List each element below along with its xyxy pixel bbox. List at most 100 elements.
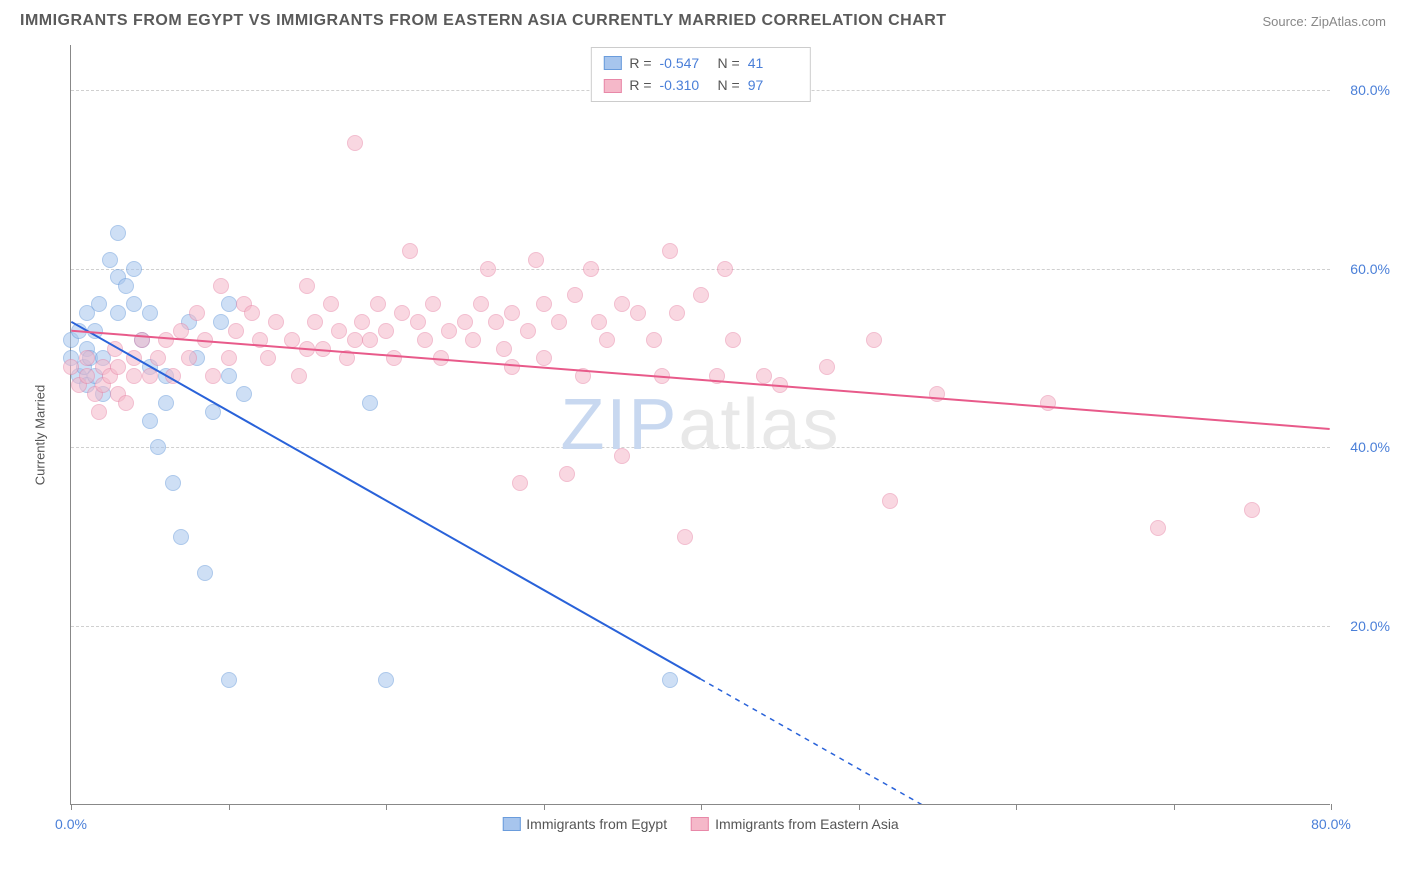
scatter-point xyxy=(150,439,166,455)
r-value-asia: -0.310 xyxy=(660,74,710,96)
x-tick xyxy=(859,804,860,810)
scatter-point xyxy=(528,252,544,268)
scatter-point xyxy=(221,368,237,384)
scatter-point xyxy=(221,350,237,366)
x-tick xyxy=(1174,804,1175,810)
legend-item-egypt: Immigrants from Egypt xyxy=(502,816,667,832)
scatter-point xyxy=(1150,520,1166,536)
scatter-point xyxy=(150,350,166,366)
scatter-point xyxy=(882,493,898,509)
scatter-point xyxy=(165,368,181,384)
scatter-point xyxy=(205,368,221,384)
scatter-point xyxy=(79,350,95,366)
scatter-point xyxy=(394,305,410,321)
scatter-point xyxy=(354,314,370,330)
scatter-point xyxy=(480,261,496,277)
scatter-point xyxy=(260,350,276,366)
scatter-point xyxy=(252,332,268,348)
scatter-point xyxy=(347,332,363,348)
scatter-point xyxy=(370,296,386,312)
legend-row-asia: R = -0.310 N = 97 xyxy=(603,74,797,96)
scatter-point xyxy=(488,314,504,330)
scatter-point xyxy=(772,377,788,393)
y-tick-label: 80.0% xyxy=(1350,82,1390,98)
scatter-point xyxy=(386,350,402,366)
legend-bottom: Immigrants from Egypt Immigrants from Ea… xyxy=(502,816,898,832)
scatter-point xyxy=(567,287,583,303)
scatter-point xyxy=(244,305,260,321)
scatter-point xyxy=(717,261,733,277)
scatter-point xyxy=(315,341,331,357)
scatter-point xyxy=(173,529,189,545)
scatter-point xyxy=(236,386,252,402)
r-value-egypt: -0.547 xyxy=(660,52,710,74)
scatter-point xyxy=(268,314,284,330)
scatter-point xyxy=(181,350,197,366)
n-label: N = xyxy=(718,52,740,74)
scatter-point xyxy=(662,243,678,259)
legend-swatch-asia-icon xyxy=(691,817,709,831)
scatter-point xyxy=(213,278,229,294)
scatter-point xyxy=(614,448,630,464)
legend-label-egypt: Immigrants from Egypt xyxy=(526,816,667,832)
scatter-point xyxy=(221,672,237,688)
scatter-point xyxy=(425,296,441,312)
scatter-point xyxy=(291,368,307,384)
scatter-point xyxy=(189,305,205,321)
scatter-point xyxy=(91,404,107,420)
scatter-point xyxy=(126,296,142,312)
scatter-point xyxy=(362,332,378,348)
scatter-point xyxy=(378,672,394,688)
scatter-point xyxy=(433,350,449,366)
source-attribution: Source: ZipAtlas.com xyxy=(1262,14,1386,29)
scatter-point xyxy=(559,466,575,482)
scatter-point xyxy=(362,395,378,411)
scatter-point xyxy=(677,529,693,545)
scatter-point xyxy=(323,296,339,312)
scatter-point xyxy=(126,261,142,277)
scatter-point xyxy=(646,332,662,348)
legend-stats: R = -0.547 N = 41 R = -0.310 N = 97 xyxy=(590,47,810,102)
y-tick-label: 20.0% xyxy=(1350,618,1390,634)
scatter-point xyxy=(63,359,79,375)
x-tick-label: 80.0% xyxy=(1311,816,1351,832)
scatter-point xyxy=(110,305,126,321)
legend-item-asia: Immigrants from Eastern Asia xyxy=(691,816,899,832)
gridline-h xyxy=(71,269,1330,270)
x-tick xyxy=(701,804,702,810)
scatter-point xyxy=(591,314,607,330)
legend-swatch-asia xyxy=(603,79,621,93)
legend-swatch-egypt-icon xyxy=(502,817,520,831)
scatter-point xyxy=(339,350,355,366)
plot-area: ZIPatlas R = -0.547 N = 41 R = -0.310 N … xyxy=(70,45,1330,805)
legend-row-egypt: R = -0.547 N = 41 xyxy=(603,52,797,74)
scatter-point xyxy=(402,243,418,259)
scatter-point xyxy=(307,314,323,330)
y-axis-label: Currently Married xyxy=(33,385,48,485)
scatter-point xyxy=(410,314,426,330)
scatter-point xyxy=(630,305,646,321)
scatter-point xyxy=(599,332,615,348)
scatter-point xyxy=(536,350,552,366)
scatter-point xyxy=(496,341,512,357)
x-tick xyxy=(386,804,387,810)
scatter-point xyxy=(299,341,315,357)
scatter-point xyxy=(417,332,433,348)
scatter-point xyxy=(142,413,158,429)
scatter-point xyxy=(221,296,237,312)
scatter-point xyxy=(118,395,134,411)
scatter-point xyxy=(110,225,126,241)
scatter-point xyxy=(158,395,174,411)
scatter-point xyxy=(142,305,158,321)
scatter-point xyxy=(79,368,95,384)
scatter-point xyxy=(142,368,158,384)
scatter-point xyxy=(465,332,481,348)
scatter-point xyxy=(551,314,567,330)
scatter-point xyxy=(331,323,347,339)
gridline-h xyxy=(71,626,1330,627)
scatter-point xyxy=(669,305,685,321)
scatter-point xyxy=(614,296,630,312)
legend-label-asia: Immigrants from Eastern Asia xyxy=(715,816,899,832)
x-tick-label: 0.0% xyxy=(55,816,87,832)
scatter-point xyxy=(107,341,123,357)
